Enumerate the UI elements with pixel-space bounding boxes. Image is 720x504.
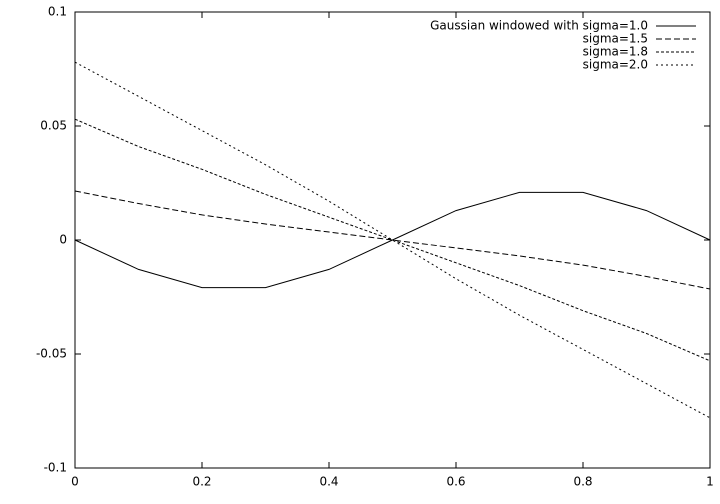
series-line (74, 61, 711, 419)
legend-label: sigma=2.0 (583, 58, 648, 72)
y-tick-label: 0.05 (40, 119, 67, 133)
legend-label: sigma=1.5 (583, 32, 648, 46)
x-tick-label: 0.6 (446, 475, 465, 489)
x-tick-label: 1 (706, 475, 714, 489)
y-tick-label: 0 (59, 233, 67, 247)
x-tick-label: 0.2 (192, 475, 211, 489)
y-tick-label: 0.1 (48, 5, 67, 19)
series-line (74, 118, 711, 362)
x-tick-label: 0.4 (319, 475, 338, 489)
series-line (74, 190, 711, 290)
y-tick-label: -0.05 (36, 347, 67, 361)
x-tick-label: 0 (71, 475, 79, 489)
legend-label: Gaussian windowed with sigma=1.0 (430, 19, 648, 33)
legend-label: sigma=1.8 (583, 45, 648, 59)
series-line (74, 191, 711, 289)
x-tick-label: 0.8 (573, 475, 592, 489)
y-tick-label: -0.1 (44, 461, 67, 475)
